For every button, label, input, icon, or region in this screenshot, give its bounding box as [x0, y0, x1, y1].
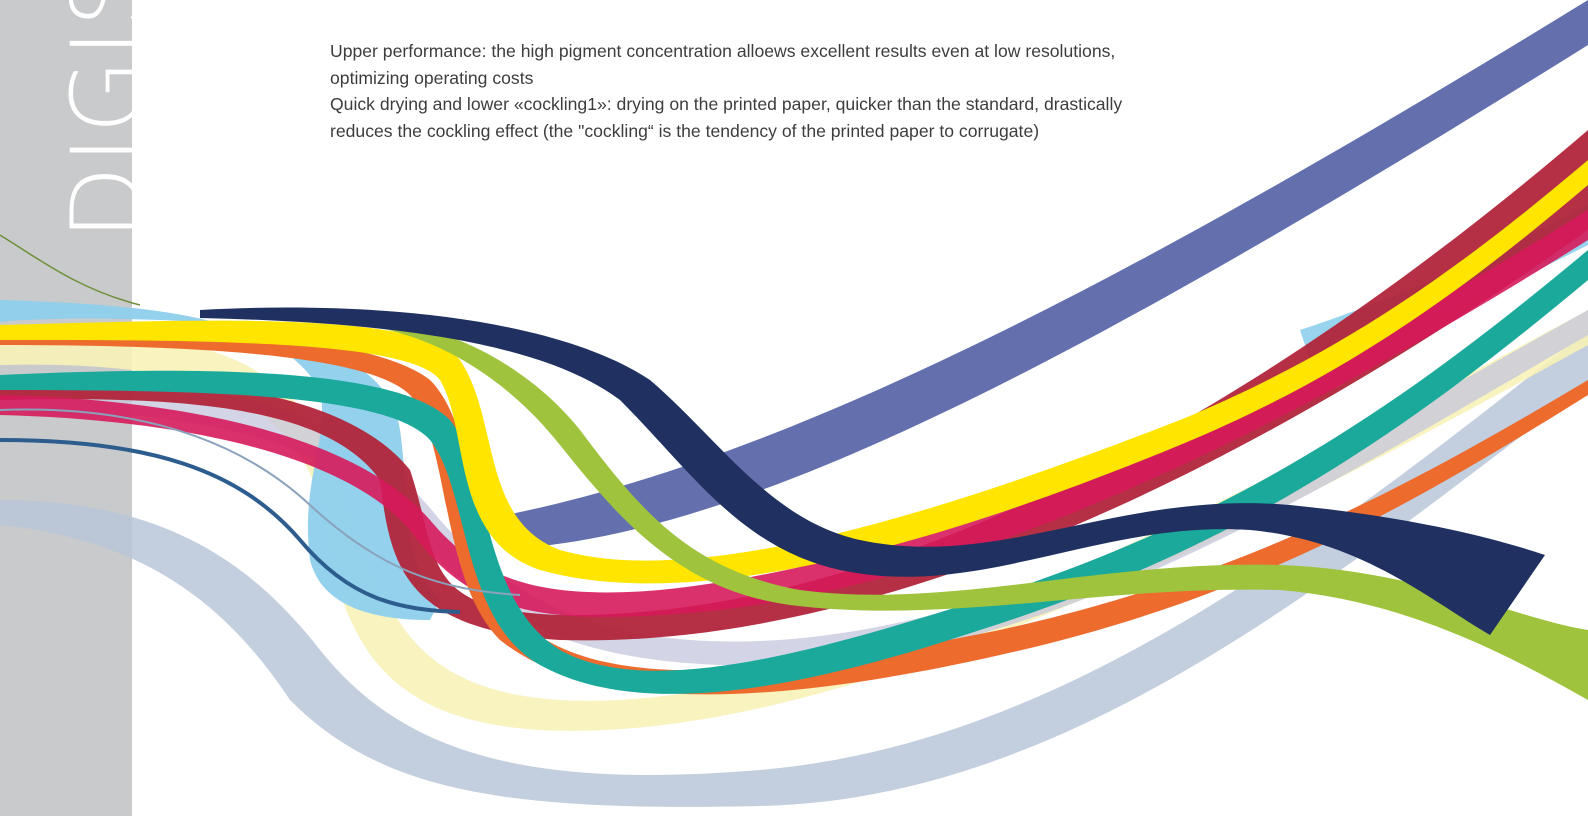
paragraph-drying: Quick drying and lower «cockling1»: dryi…	[330, 94, 1123, 141]
ribbon-thin-blue-line	[0, 438, 461, 614]
ribbon-pale-yellow	[0, 310, 1588, 731]
body-text: Upper performance: the high pigment conc…	[330, 38, 1150, 144]
ribbon-magenta	[0, 210, 1588, 618]
ribbon-lime-green	[380, 320, 1588, 700]
ribbon-dark-navy	[200, 307, 1545, 635]
ribbon-thin-green-line	[0, 234, 141, 306]
paragraph-performance: Upper performance: the high pigment conc…	[330, 41, 1116, 88]
ribbon-thin-grey-line	[0, 408, 521, 596]
